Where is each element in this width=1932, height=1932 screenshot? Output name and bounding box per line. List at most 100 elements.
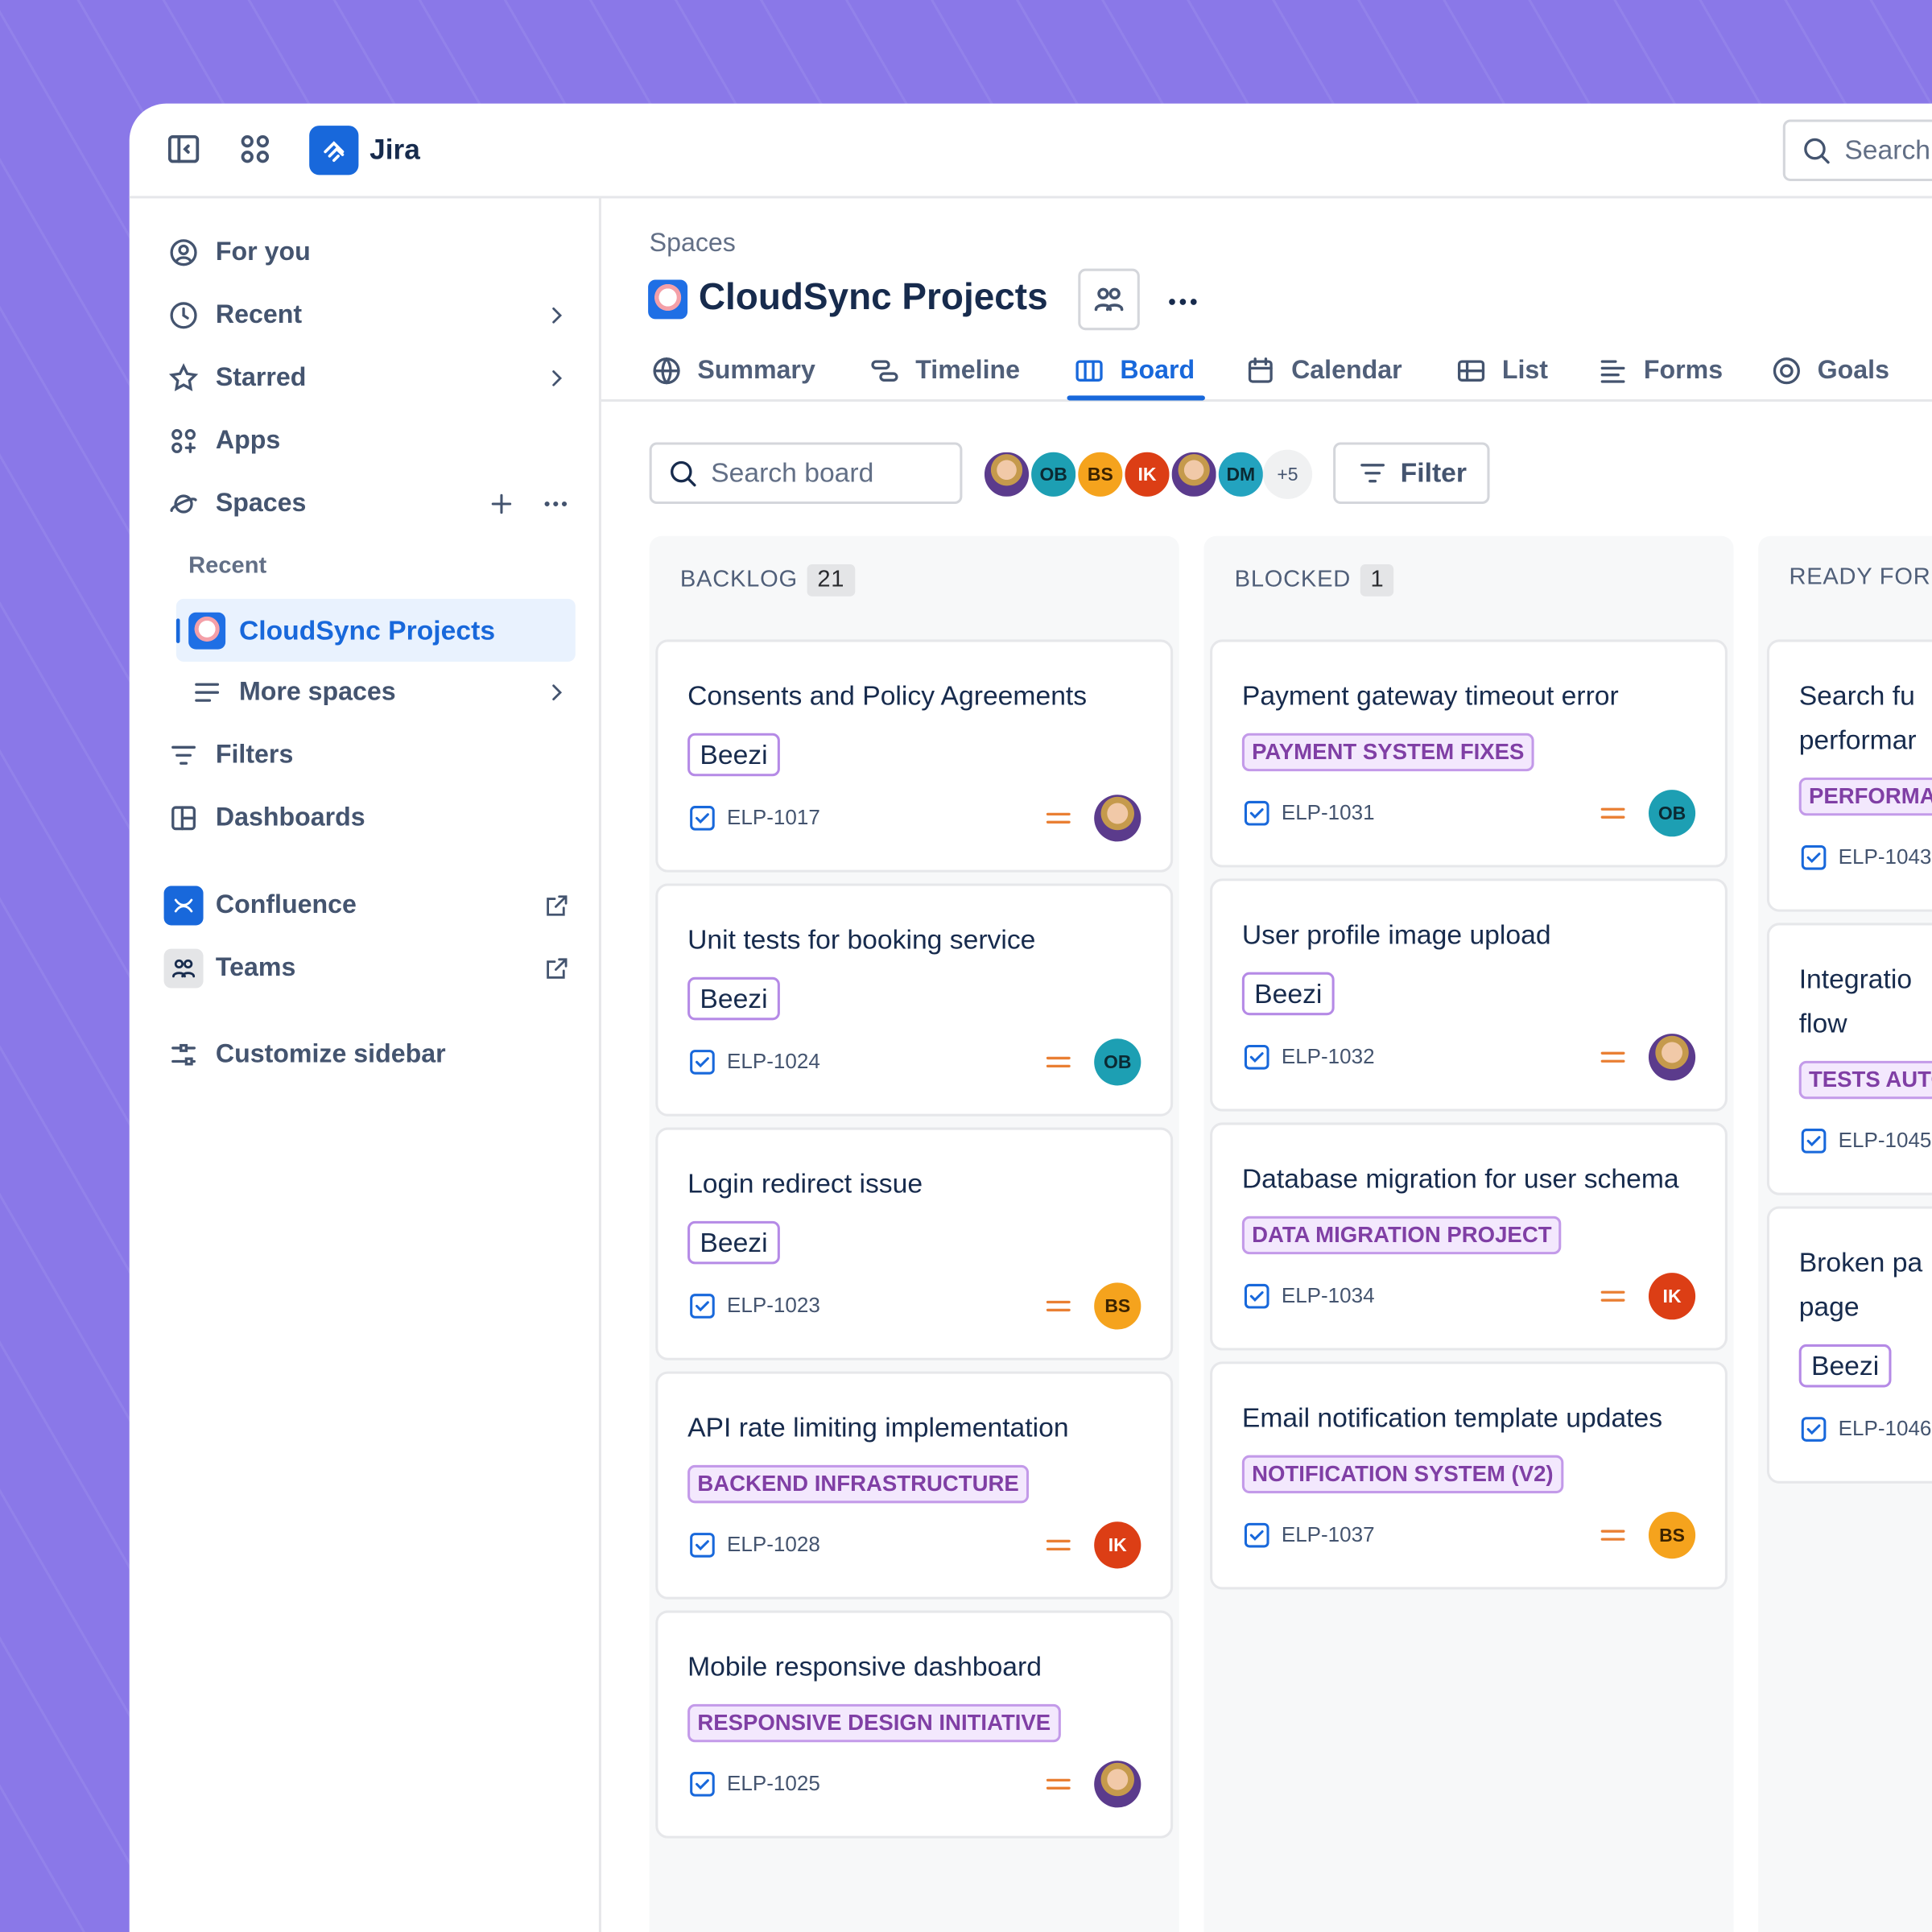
sidebar-item[interactable]: Apps xyxy=(164,416,571,465)
avatar-initials: OB xyxy=(1657,803,1686,824)
tab[interactable]: List xyxy=(1455,346,1548,395)
tab[interactable]: Calendar xyxy=(1245,346,1402,395)
issue-card[interactable]: API rate limiting implementation BACKEND … xyxy=(655,1371,1174,1600)
avatar: OB xyxy=(1094,1038,1141,1086)
issue-card[interactable]: Payment gateway timeout error PAYMENT SYS… xyxy=(1210,639,1728,868)
icon-shape xyxy=(696,1301,709,1312)
global-search[interactable]: Search xyxy=(1782,119,1932,181)
sidebar-item[interactable]: Filters xyxy=(164,731,571,780)
icon-shape xyxy=(1248,357,1273,370)
card-footer: ELP-1023 BS xyxy=(687,1282,1141,1331)
icon-shape xyxy=(1249,808,1264,819)
icon xyxy=(1360,464,1385,483)
sidebar-label: Spaces xyxy=(215,489,307,518)
sidebar-item[interactable]: Customize sidebar xyxy=(164,1030,571,1080)
issue-card[interactable]: Broken pa page Beezi ELP-1046 xyxy=(1766,1206,1932,1484)
column-name: BLOCKED xyxy=(1234,567,1352,593)
product-logo[interactable] xyxy=(309,126,359,175)
tab[interactable]: Forms xyxy=(1597,346,1723,395)
issue-card[interactable]: Email notification template updates NOTIF… xyxy=(1210,1361,1728,1590)
card-label: Beezi xyxy=(687,1220,780,1265)
card-footer: ELP-1031 OB xyxy=(1242,789,1696,838)
sidebar-item[interactable]: Confluence xyxy=(163,881,571,930)
icon xyxy=(1046,1539,1071,1551)
icon xyxy=(1244,1283,1269,1309)
sidebar-item[interactable]: Starred xyxy=(164,353,571,402)
issue-card[interactable]: Integratio flow TESTS AUTO ELP-1045 xyxy=(1766,923,1932,1195)
avatar-initials: DM xyxy=(1226,464,1256,485)
sidebar-item[interactable]: Spaces xyxy=(164,479,571,528)
card-footer: ELP-1045 xyxy=(1799,1117,1932,1166)
icon-shape xyxy=(1820,154,1830,164)
issue-card[interactable]: User profile image upload Beezi ELP-1032 xyxy=(1210,878,1728,1112)
icon-shape xyxy=(879,372,898,382)
issue-card[interactable]: Unit tests for booking service Beezi ELP-1… xyxy=(655,883,1174,1117)
people-button[interactable] xyxy=(1078,268,1140,331)
icon-shape xyxy=(184,429,196,440)
issue-key: ELP-1031 xyxy=(1281,800,1375,824)
sidebar-item[interactable]: Recent xyxy=(164,291,571,340)
icon xyxy=(171,429,196,453)
sidebar-toggle[interactable] xyxy=(165,130,202,174)
issue-key: ELP-1034 xyxy=(1281,1283,1375,1307)
issue-key: ELP-1024 xyxy=(727,1050,820,1074)
more-avatars[interactable]: +5 xyxy=(1262,449,1313,499)
icon xyxy=(871,360,898,382)
avatar: IK xyxy=(1648,1273,1696,1320)
card-list: Consents and Policy Agreements Beezi ELP-1… xyxy=(655,639,1174,1839)
card-label: TESTS AUTO xyxy=(1798,1060,1932,1100)
sidebar-item[interactable]: Dashboards xyxy=(164,794,571,843)
icon-shape xyxy=(1108,287,1121,299)
icon xyxy=(1094,287,1124,312)
icon-shape xyxy=(184,442,196,453)
board-column: BACKLOG 21 Consents and Policy Agreements B… xyxy=(649,535,1179,1932)
issue-key: ELP-1017 xyxy=(727,806,820,830)
icon xyxy=(324,141,345,163)
avatar[interactable]: DM xyxy=(1216,449,1265,499)
avatar[interactable] xyxy=(981,449,1032,499)
card-title: API rate limiting implementation xyxy=(687,1412,1069,1443)
sidebar-label: Recent xyxy=(215,300,303,329)
breadcrumb[interactable]: Spaces xyxy=(649,229,736,258)
avatar-initials: IK xyxy=(1662,1286,1682,1307)
card-footer: ELP-1025 xyxy=(687,1760,1141,1809)
issue-card[interactable]: Search fu performar PERFORMAI ELP-1043 xyxy=(1766,639,1932,912)
tab[interactable]: Summary xyxy=(650,346,815,395)
column-count: 21 xyxy=(807,564,855,597)
avatar[interactable]: IK xyxy=(1122,449,1172,499)
icon-shape xyxy=(241,151,254,163)
avatar[interactable]: BS xyxy=(1075,449,1125,499)
icon-shape xyxy=(696,1779,709,1790)
filter-button[interactable]: Filter xyxy=(1333,442,1490,505)
icon-shape xyxy=(491,493,512,514)
sidebar-item[interactable]: Teams xyxy=(163,943,571,993)
column-header: BACKLOG 21 xyxy=(680,564,855,597)
current-space[interactable]: CloudSync Projects xyxy=(175,598,576,662)
sidebar-item[interactable]: More spaces xyxy=(188,668,571,717)
issue-card[interactable]: Login redirect issue Beezi ELP-1023 BS xyxy=(655,1127,1174,1360)
more-button[interactable] xyxy=(1164,283,1201,327)
sidebar-item[interactable]: For you xyxy=(164,228,571,277)
icon-shape xyxy=(256,134,270,148)
issue-card[interactable]: Consents and Policy Agreements Beezi ELP-1… xyxy=(655,639,1174,873)
board-search[interactable]: Search board xyxy=(649,442,963,505)
avatar[interactable] xyxy=(1169,449,1219,499)
column-name: BACKLOG xyxy=(679,567,798,593)
tab[interactable]: Goals xyxy=(1770,346,1889,395)
tab[interactable]: Board xyxy=(1073,346,1195,395)
icon-shape xyxy=(241,134,254,148)
icon-shape xyxy=(1457,360,1485,382)
tab-label: Forms xyxy=(1643,356,1724,385)
avatar[interactable]: OB xyxy=(1029,449,1079,499)
topbar-divider xyxy=(129,196,1932,199)
app-switcher[interactable] xyxy=(237,130,274,174)
issue-card[interactable]: Database migration for user schema DATA M… xyxy=(1210,1122,1728,1351)
icon-shape xyxy=(1084,360,1095,382)
icon-shape xyxy=(175,256,192,262)
tab[interactable]: Timeline xyxy=(869,346,1020,395)
issue-card[interactable]: Mobile responsive dashboard RESPONSIVE DE… xyxy=(655,1610,1174,1839)
space-avatar xyxy=(188,611,226,649)
icon xyxy=(1046,1778,1071,1790)
icon xyxy=(1244,800,1269,826)
